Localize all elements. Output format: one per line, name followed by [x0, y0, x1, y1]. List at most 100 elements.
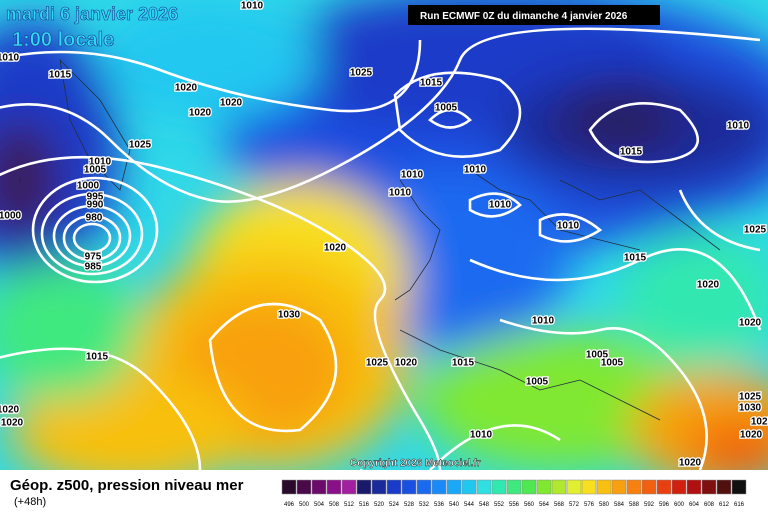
colorbar-swatch: [731, 479, 747, 495]
colorbar-swatch: [506, 479, 522, 495]
isobar-label: 1010: [532, 316, 555, 327]
isobar-label: 1005: [526, 377, 549, 388]
colorbar-label: 584: [614, 502, 625, 508]
isobar-label: 1005: [435, 103, 458, 114]
colorbar-swatch: [311, 479, 327, 495]
footer-title: Géop. z500, pression niveau mer: [10, 477, 244, 494]
colorbar-swatch: [596, 479, 612, 495]
copyright: Copyright 2026 Meteociel.fr: [350, 458, 481, 469]
isobar-label: 1010: [389, 188, 412, 199]
colorbar-label: 520: [374, 502, 385, 508]
colorbar: 496 500 504 508 512 516 520 524 528 532 536 540 544 5…: [281, 479, 747, 508]
isobar-label: 1020: [175, 83, 198, 94]
isobar-label: 1020: [1, 418, 24, 429]
colorbar-label: 600: [674, 502, 685, 508]
isobar-label: 1020: [395, 358, 418, 369]
isobar-label: 1010: [89, 157, 112, 168]
colorbar-swatch: [371, 479, 387, 495]
colorbar-swatch: [461, 479, 477, 495]
colorbar-swatch: [476, 479, 492, 495]
isobar-label: 1030: [278, 310, 301, 321]
colorbar-swatch: [386, 479, 402, 495]
colorbar-label: 616: [734, 502, 745, 508]
colorbar-swatch: [401, 479, 417, 495]
colorbar-label: 568: [554, 502, 565, 508]
colorbar-swatch: [686, 479, 702, 495]
isobar-label: 1015: [86, 352, 109, 363]
colorbar-swatch: [416, 479, 432, 495]
footer-lead: (+48h): [14, 496, 46, 508]
run-label: Run ECMWF 0Z du dimanche 4 janvier 2026: [420, 11, 628, 22]
colorbar-swatch: [641, 479, 657, 495]
isobar-label: 1015: [452, 358, 475, 369]
isobar-label: 1020: [324, 243, 347, 254]
isobar-label: 995: [87, 192, 104, 203]
isobar-label: 1000: [77, 181, 100, 192]
isobar-label: 1020: [740, 430, 763, 441]
colorbar-label: 560: [524, 502, 535, 508]
isobar-label: 1005: [586, 350, 609, 361]
isobar-label: 980: [86, 213, 103, 224]
isobar-label: 1025: [129, 140, 152, 151]
colorbar-label: 532: [419, 502, 430, 508]
isobar-label: 1025: [350, 68, 373, 79]
isobar-label: 1020: [679, 458, 702, 469]
isobar-label: 1010: [470, 430, 493, 441]
isobar-label: 1005: [601, 358, 624, 369]
colorbar-swatch: [431, 479, 447, 495]
colorbar-swatch: [551, 479, 567, 495]
colorbar-swatch: [611, 479, 627, 495]
colorbar-swatch: [566, 479, 582, 495]
isobar-label: 1025: [744, 225, 767, 236]
colorbar-label: 556: [509, 502, 520, 508]
colorbar-label: 596: [659, 502, 670, 508]
colorbar-label: 540: [449, 502, 460, 508]
isobar-label: 1015: [620, 147, 643, 158]
colorbar-label: 608: [704, 502, 715, 508]
isobar-label: 1015: [624, 253, 647, 264]
map-time: 1:00 locale: [12, 29, 114, 51]
isobar-label: 990: [87, 200, 104, 211]
isobar-label: 1020: [697, 280, 720, 291]
isobar-label: 1020: [189, 108, 212, 119]
colorbar-label: 576: [584, 502, 595, 508]
colorbar-swatch: [341, 479, 357, 495]
colorbar-label: 604: [689, 502, 700, 508]
isobar-label: 1010: [464, 165, 487, 176]
colorbar-label: 588: [629, 502, 640, 508]
colorbar-swatch: [581, 479, 597, 495]
isobar-label: 1000: [0, 211, 22, 222]
colorbar-label: 496: [284, 502, 295, 508]
colorbar-swatch: [326, 479, 342, 495]
run-box: [408, 5, 660, 25]
colorbar-label: 580: [599, 502, 610, 508]
colorbar-swatch: [356, 479, 372, 495]
isobar-label: 1020: [0, 405, 20, 416]
colorbar-swatch: [701, 479, 717, 495]
colorbar-label: 592: [644, 502, 655, 508]
isobar-label: 1020: [739, 318, 762, 329]
isobar-label: 1015: [49, 70, 72, 81]
isobar-label: 1025: [366, 358, 389, 369]
isobar-label: 1010: [489, 200, 512, 211]
isobar-label: 1010: [557, 221, 580, 232]
isobar-label: 985: [85, 262, 102, 273]
colorbar-swatch: [296, 479, 312, 495]
colorbar-swatch: [521, 479, 537, 495]
isobar-label: 1015: [420, 78, 443, 89]
colorbar-label: 504: [314, 502, 325, 508]
colorbar-label: 516: [359, 502, 370, 508]
colorbar-label: 572: [569, 502, 580, 508]
isobar-label: 1020: [220, 98, 243, 109]
colorbar-label: 508: [329, 502, 340, 508]
colorbar-label: 552: [494, 502, 505, 508]
colorbar-swatch: [536, 479, 552, 495]
colorbar-label: 536: [434, 502, 445, 508]
colorbar-swatch: [491, 479, 507, 495]
colorbar-swatch: [446, 479, 462, 495]
colorbar-swatch: [281, 479, 297, 495]
isobar-label: 1010: [401, 170, 424, 181]
colorbar-label: 512: [344, 502, 355, 508]
isobar-label: 1025: [751, 417, 768, 428]
